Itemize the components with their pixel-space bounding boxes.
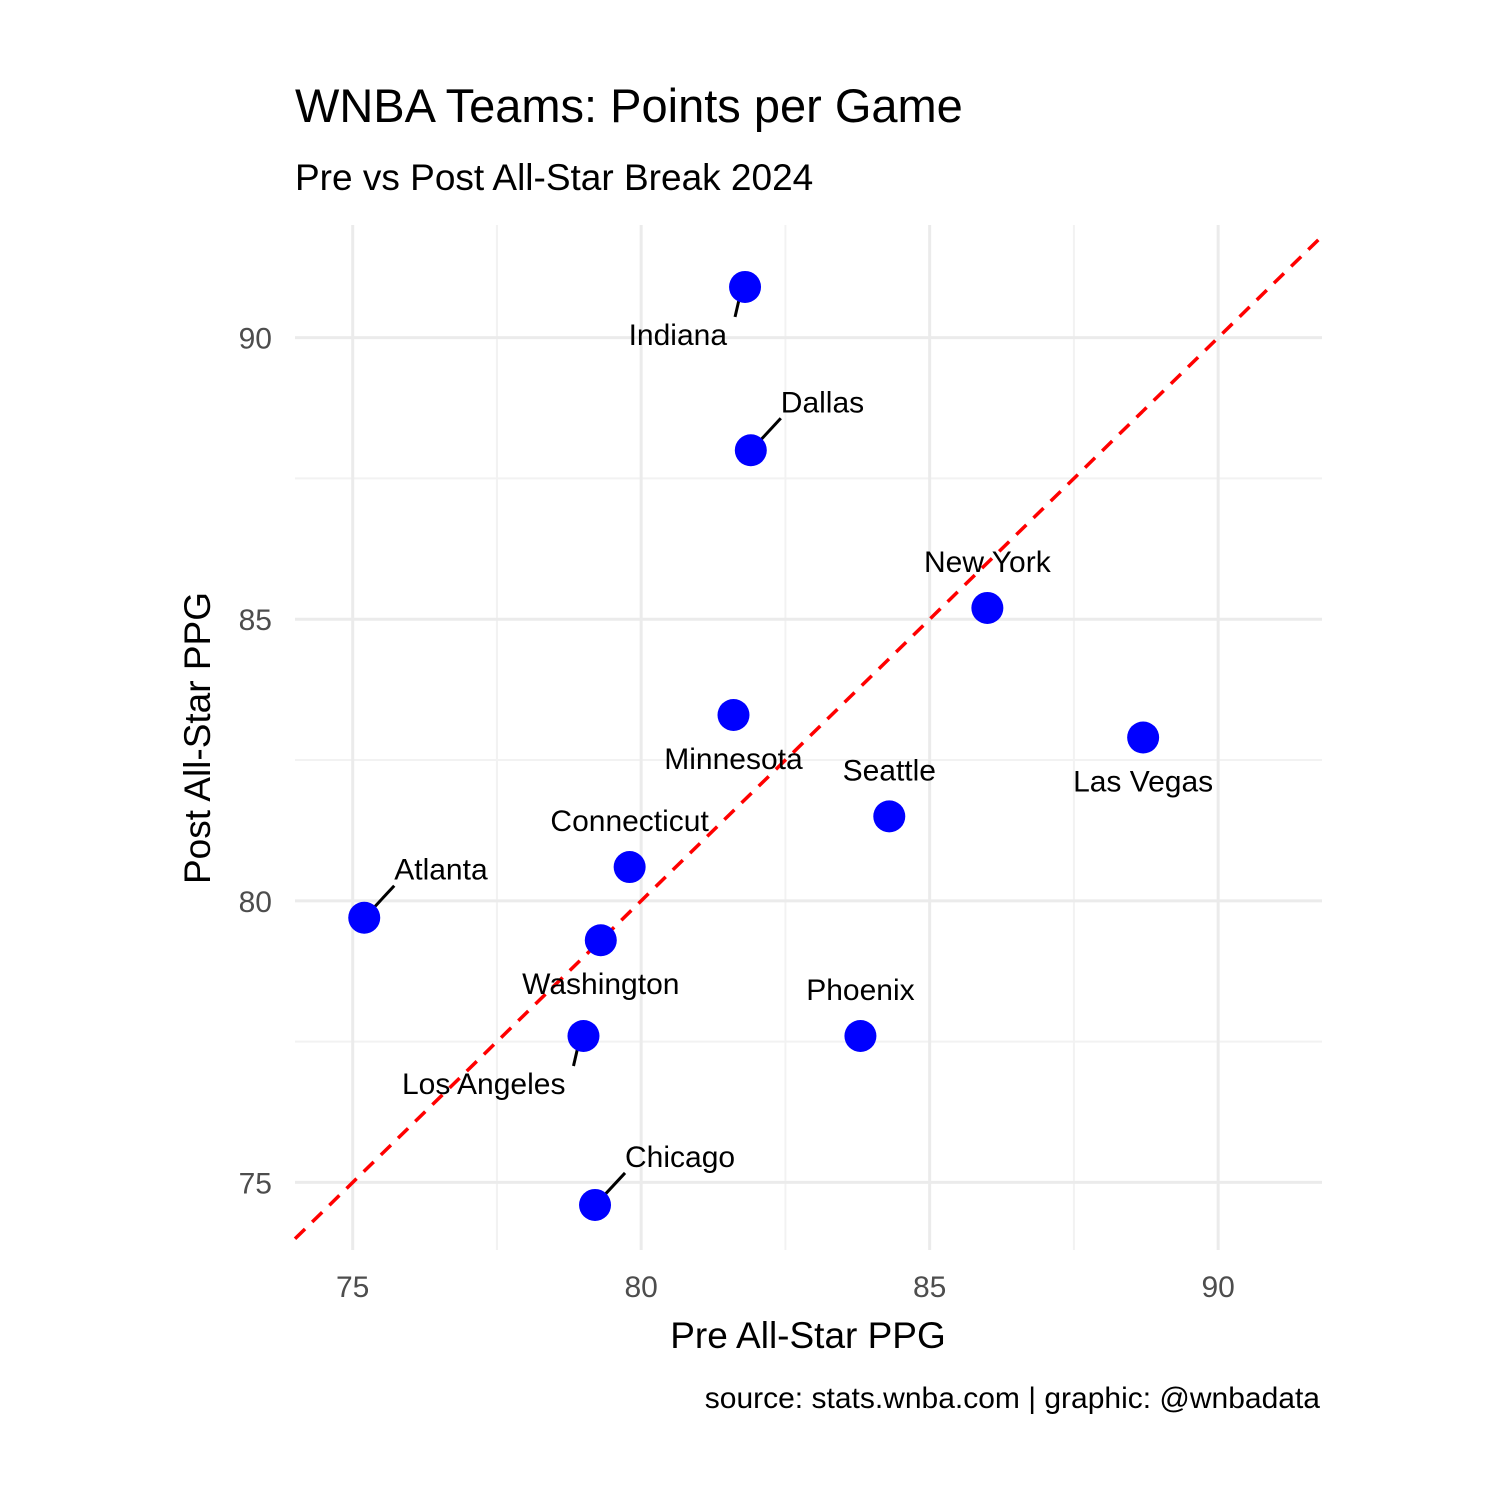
chart-caption: source: stats.wnba.com | graphic: @wnbad… [705, 1382, 1321, 1415]
x-axis-ticks: 75 80 85 90 [336, 1271, 1235, 1304]
point-indiana [729, 270, 762, 303]
y-tick-label: 80 [239, 886, 272, 919]
x-tick-label: 90 [1201, 1271, 1234, 1304]
label-chicago: Chicago [625, 1141, 735, 1174]
label-connecticut: Connecticut [550, 805, 709, 838]
point-washington [584, 924, 617, 957]
point-chicago [579, 1188, 612, 1221]
label-seattle: Seattle [843, 754, 936, 787]
y-axis-ticks: 75 80 85 90 [239, 323, 272, 1201]
label-minnesota: Minnesota [664, 743, 803, 776]
point-las-vegas [1127, 721, 1160, 754]
chart-subtitle: Pre vs Post All-Star Break 2024 [295, 157, 813, 198]
y-tick-label: 85 [239, 604, 272, 637]
chart-title: WNBA Teams: Points per Game [295, 79, 963, 132]
data-points [348, 270, 1160, 1221]
label-dallas: Dallas [781, 386, 864, 419]
grid [295, 225, 1322, 1250]
point-minnesota [717, 698, 750, 731]
x-tick-label: 80 [624, 1271, 657, 1304]
y-tick-label: 90 [239, 323, 272, 356]
point-phoenix [844, 1019, 877, 1052]
label-los-angeles: Los Angeles [402, 1068, 565, 1101]
y-axis-title: Post All-Star PPG [177, 592, 218, 884]
point-new-york [971, 591, 1004, 624]
point-connecticut [613, 851, 646, 884]
label-phoenix: Phoenix [806, 974, 914, 1007]
point-atlanta [348, 901, 381, 934]
label-new-york: New York [924, 546, 1052, 579]
point-dallas [734, 434, 767, 467]
point-labels: Indiana Dallas New York Minnesota Las Vegas S… [394, 319, 1213, 1174]
point-los-angeles [567, 1019, 600, 1052]
x-tick-label: 75 [336, 1271, 369, 1304]
point-seattle [873, 800, 906, 833]
label-washington: Washington [522, 968, 679, 1001]
y-tick-label: 75 [239, 1167, 272, 1200]
label-indiana: Indiana [629, 319, 728, 352]
x-tick-label: 85 [913, 1271, 946, 1304]
label-las-vegas: Las Vegas [1073, 766, 1213, 799]
label-atlanta: Atlanta [394, 854, 488, 887]
x-axis-title: Pre All-Star PPG [670, 1315, 946, 1356]
